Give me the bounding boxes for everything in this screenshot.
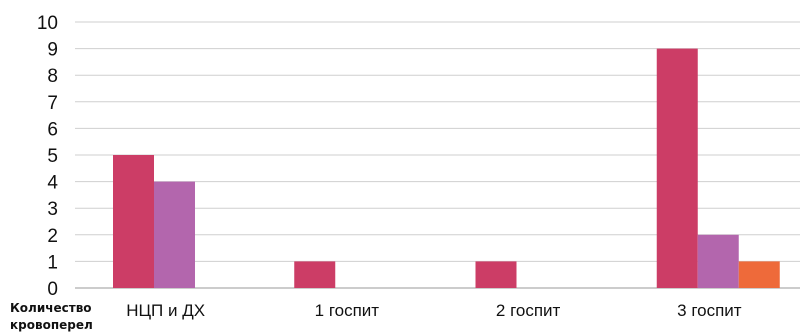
- bars: [113, 48, 780, 288]
- y-tick-label: 9: [47, 40, 58, 61]
- x-tick-label: НЦП и ДХ: [126, 301, 205, 320]
- bar: [113, 155, 154, 288]
- y-tick-label: 7: [47, 93, 58, 114]
- y-tick-label: 10: [37, 13, 58, 34]
- corner-label: Количество кровоперел: [10, 301, 93, 332]
- y-tick-label: 1: [47, 252, 58, 273]
- y-tick-label: 4: [47, 173, 58, 194]
- bar: [738, 261, 780, 288]
- y-tick-label: 6: [47, 119, 58, 140]
- y-tick-label: 0: [47, 279, 58, 300]
- bar: [154, 181, 195, 288]
- x-tick-label: 3 госпит: [677, 301, 742, 320]
- bar: [697, 234, 739, 288]
- x-tick-label: 1 госпит: [315, 301, 380, 320]
- y-axis-tick-labels: 0 1 2 3 4 5 6 7 8 9 10: [37, 13, 59, 300]
- y-tick-label: 5: [47, 146, 58, 167]
- y-tick-label: 2: [47, 226, 58, 247]
- bar: [475, 261, 517, 288]
- x-axis-tick-labels: НЦП и ДХ 1 госпит 2 госпит 3 госпит: [126, 301, 742, 320]
- bar: [294, 261, 336, 288]
- bar: [656, 48, 698, 288]
- x-tick-label: 2 госпит: [496, 301, 561, 320]
- y-tick-label: 8: [47, 66, 58, 87]
- y-tick-label: 3: [47, 199, 58, 220]
